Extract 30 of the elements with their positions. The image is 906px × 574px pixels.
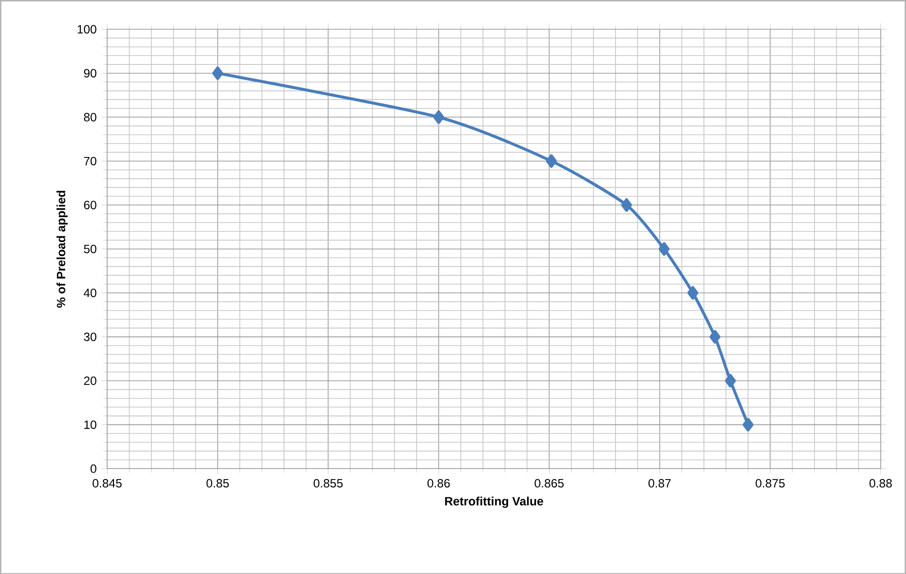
point <box>433 110 444 124</box>
x-tick-label: 0.85 <box>206 478 229 488</box>
y-tick-label: 60 <box>84 200 96 210</box>
y-tick-label: 10 <box>84 420 96 429</box>
x-tick-label: 0.87 <box>648 478 671 488</box>
point <box>212 66 224 80</box>
point <box>709 330 720 344</box>
y-tick-label: 40 <box>84 288 96 297</box>
y-tick-label: 30 <box>84 332 96 341</box>
y-tick-label: 20 <box>84 376 96 385</box>
point <box>724 374 736 388</box>
y-tick-label: 50 <box>84 244 96 253</box>
x-tick-label: 0.86 <box>427 478 450 488</box>
y-tick-label: 100 <box>78 24 96 34</box>
y-tick-label: 0 <box>90 464 96 473</box>
point <box>742 418 754 432</box>
point <box>621 198 632 212</box>
x-tick-label: 0.88 <box>870 478 892 488</box>
x-axis-title: Retrofitting Value <box>445 496 544 508</box>
y-tick-label: 80 <box>84 112 96 122</box>
x-tick-label: 0.865 <box>534 478 564 488</box>
y-axis-title: % of Preload applied <box>56 190 68 308</box>
point <box>687 286 698 300</box>
y-tick-label: 90 <box>84 68 96 78</box>
x-tick-label: 0.855 <box>314 478 343 488</box>
y-tick-label: 70 <box>84 156 96 166</box>
point <box>658 242 670 256</box>
point <box>546 154 557 168</box>
x-tick-label: 0.845 <box>92 478 122 488</box>
x-tick-label: 0.875 <box>756 478 785 488</box>
